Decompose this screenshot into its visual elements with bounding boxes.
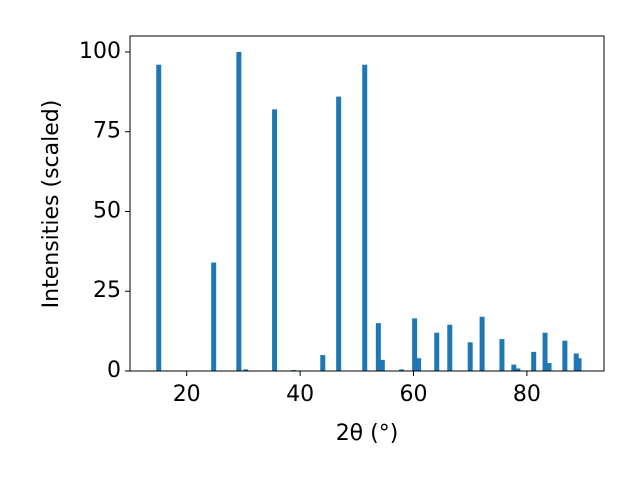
bar: [379, 359, 385, 371]
bar: [511, 364, 517, 371]
bar: [447, 324, 453, 371]
bar: [434, 332, 440, 371]
bar: [156, 64, 162, 371]
bar: [399, 369, 405, 371]
bar: [320, 355, 326, 371]
bar: [576, 358, 582, 371]
bar: [499, 339, 505, 371]
y-tick-label: 100: [79, 39, 121, 64]
bar: [336, 96, 342, 371]
x-tick-label: 20: [173, 382, 201, 407]
bar: [542, 332, 548, 371]
y-tick-label: 25: [93, 278, 121, 303]
x-tick-label: 40: [286, 382, 314, 407]
bar: [243, 369, 249, 371]
y-axis-label: Intensities (scaled): [39, 100, 64, 309]
y-tick-label: 0: [107, 358, 121, 383]
y-tick-label: 50: [93, 198, 121, 223]
plot-frame: [129, 35, 605, 372]
bar: [573, 353, 579, 371]
x-tick-label: 80: [513, 382, 541, 407]
bar: [375, 323, 381, 371]
bar: [272, 109, 278, 371]
bar: [211, 262, 217, 371]
bar: [531, 351, 537, 371]
bar: [479, 316, 485, 371]
bar: [416, 358, 422, 371]
x-tick-label: 60: [399, 382, 427, 407]
bar: [546, 363, 552, 371]
y-tick-label: 75: [93, 119, 121, 144]
bar: [362, 64, 368, 371]
bar: [412, 318, 418, 371]
x-axis-label: 2θ (°): [336, 421, 399, 446]
bar: [515, 368, 521, 371]
bar: [562, 340, 568, 371]
bar: [236, 51, 242, 371]
bar: [467, 342, 473, 371]
